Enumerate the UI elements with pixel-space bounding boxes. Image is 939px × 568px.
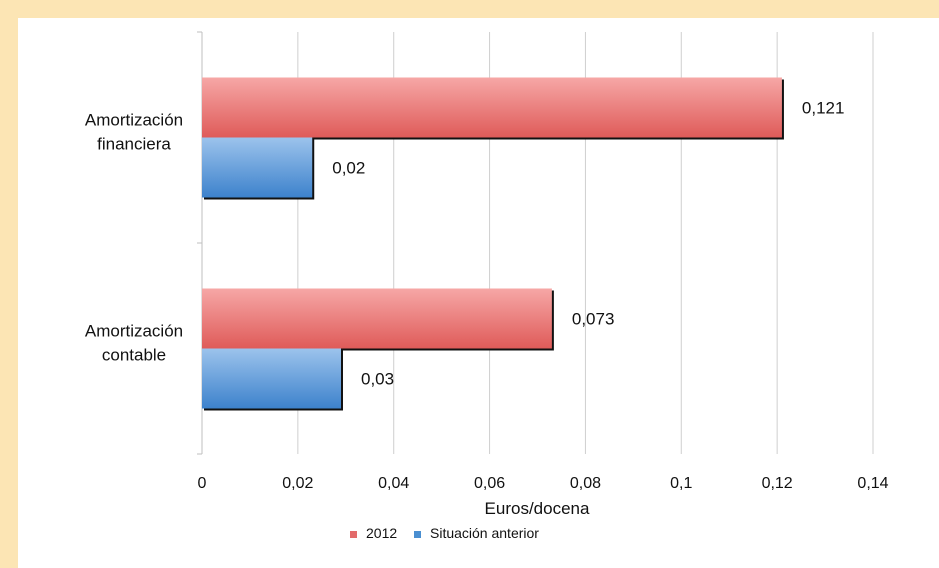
category-label: Amortización (85, 111, 183, 130)
x-tick-label: 0,02 (282, 475, 313, 492)
x-tick-label: 0,12 (762, 475, 793, 492)
legend-label: 2012 (366, 525, 397, 541)
bar-2012 (202, 77, 782, 138)
data-label: 0,03 (361, 370, 394, 389)
x-axis-title: Euros/docena (485, 499, 590, 518)
data-label: 0,02 (332, 159, 365, 178)
legend-swatch-2012 (350, 531, 357, 538)
category-label: contable (102, 346, 166, 365)
legend-swatch-situacion-anterior (414, 531, 421, 538)
data-label: 0,121 (802, 99, 845, 118)
x-tick-label: 0,14 (857, 475, 888, 492)
x-tick-label: 0 (198, 475, 207, 492)
x-tick-label: 0,04 (378, 475, 409, 492)
x-tick-label: 0,1 (670, 475, 692, 492)
x-tick-label: 0,08 (570, 475, 601, 492)
category-label: Amortización (85, 322, 183, 341)
data-label: 0,073 (572, 310, 615, 329)
bar-situacion-anterior (202, 348, 341, 409)
legend-label: Situación anterior (430, 525, 539, 541)
bar-situacion-anterior (202, 137, 313, 198)
bar-2012 (202, 288, 552, 349)
category-label: financiera (97, 135, 171, 154)
x-tick-label: 0,06 (474, 475, 505, 492)
